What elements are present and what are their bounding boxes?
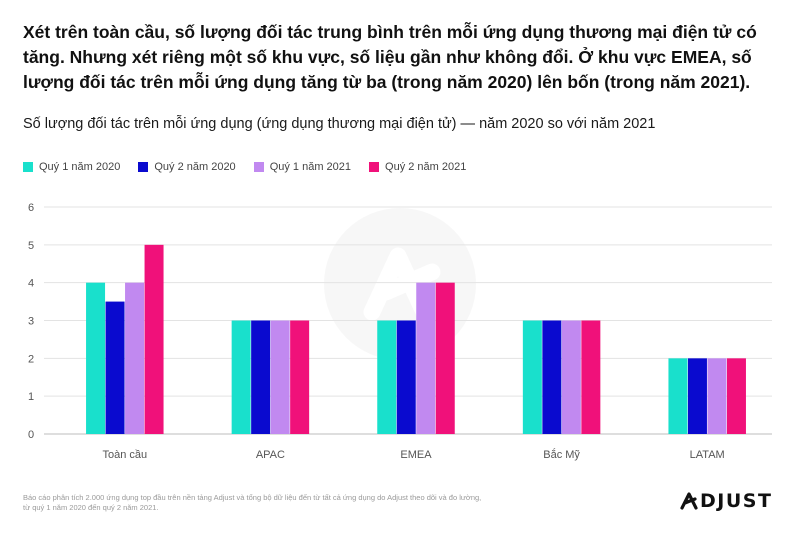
bar [435, 282, 455, 434]
chart-legend: Quý 1 năm 2020 Quý 2 năm 2020 Quý 1 năm 20… [23, 158, 466, 176]
bar [105, 301, 125, 434]
legend-item: Quý 1 năm 2021 [253, 161, 352, 173]
bar [290, 320, 310, 434]
legend-item: Quý 2 năm 2021 [369, 161, 466, 173]
footnote: Báo cáo phân tích 2.000 ứng dụng top đầu… [23, 493, 543, 513]
bar [396, 320, 416, 434]
bar [416, 282, 436, 434]
x-tick-label: APAC [256, 449, 285, 461]
y-axis: 0 1 2 3 4 5 6 [28, 202, 34, 441]
adjust-logo: DJUST [680, 489, 772, 513]
y-tick-label: 6 [28, 202, 34, 214]
bar [707, 358, 727, 434]
adjust-logo-icon [680, 492, 698, 510]
legend-label: Quý 2 năm 2021 [385, 161, 467, 173]
footnote-line-1: Báo cáo phân tích 2.000 ứng dụng top đầu… [23, 493, 482, 502]
bar [270, 320, 290, 434]
y-tick-label: 4 [28, 278, 34, 290]
y-tick-label: 3 [28, 316, 34, 328]
legend-swatch [253, 162, 264, 172]
legend-label: Quý 2 năm 2020 [154, 161, 236, 173]
legend-swatch [369, 162, 380, 172]
legend-item: Quý 2 năm 2020 [138, 161, 236, 173]
y-tick-label: 1 [28, 391, 34, 403]
legend-swatch [138, 162, 149, 172]
x-axis: Toàn cầu APAC EMEA Bắc Mỹ LATAM [102, 448, 724, 461]
footnote-line-2: từ quý 1 năm 2020 đến quý 2 năm 2021. [23, 503, 159, 512]
bar [86, 282, 106, 434]
y-tick-label: 0 [28, 429, 34, 441]
bar [581, 320, 601, 434]
legend-swatch [23, 162, 33, 172]
x-tick-label: Bắc Mỹ [543, 448, 580, 461]
y-tick-label: 5 [28, 240, 34, 252]
bar [542, 320, 562, 434]
page-title: Xét trên toàn cầu, số lượng đối tác trun… [23, 22, 757, 92]
bar [561, 320, 581, 434]
bar [377, 320, 397, 434]
bars [86, 244, 746, 434]
bar [687, 358, 707, 434]
bar [125, 282, 145, 434]
bar [231, 320, 251, 434]
logo-text: DJUST [700, 490, 773, 512]
x-tick-label: LATAM [690, 449, 725, 461]
chart-subtitle: Số lượng đối tác trên mỗi ứng dụng (ứng … [23, 116, 656, 132]
x-tick-label: Toàn cầu [102, 449, 147, 461]
bar [251, 320, 271, 434]
legend-item: Quý 1 năm 2020 [23, 161, 120, 173]
legend-label: Quý 1 năm 2021 [269, 161, 352, 173]
y-tick-label: 2 [28, 353, 34, 365]
bar [668, 358, 688, 434]
legend-label: Quý 1 năm 2020 [39, 161, 121, 173]
bar [144, 244, 164, 434]
bar [522, 320, 542, 434]
bar [726, 358, 746, 434]
x-tick-label: EMEA [400, 449, 432, 461]
